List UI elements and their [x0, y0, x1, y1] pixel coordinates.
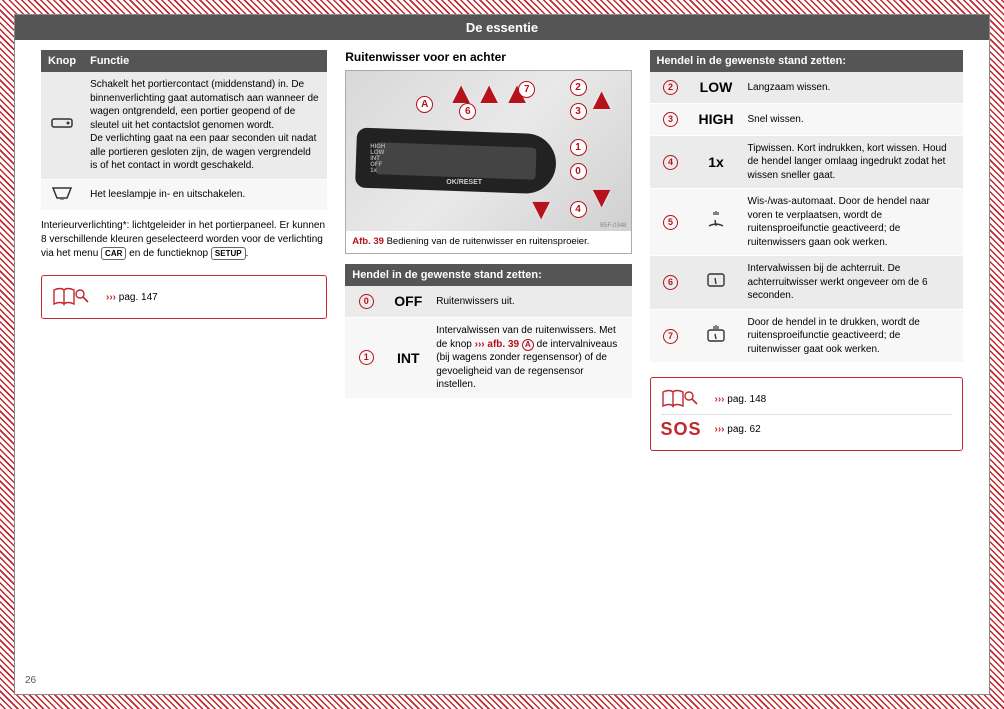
figure-image: HIGHLOWINTOFF1x OK/RESET ▲ ▲ ▲ ▲ ▼ ▼ A 6… [346, 71, 630, 231]
desc-low: Langzaam wissen. [741, 72, 964, 103]
desc-off: Ruitenwissers uit. [429, 286, 631, 317]
column-middle: Ruitenwisser voor en achter HIGHLOWINTOF… [345, 50, 631, 451]
interior-lighting-note: Interieurverlichting*: lichtgeleider in … [41, 219, 327, 261]
desc-1x: Tipwissen. Kort indrukken, kort wissen. … [741, 135, 964, 189]
book-icon [661, 388, 705, 410]
column-left: Knop Functie Schakelt het portiercontact… [41, 50, 327, 451]
pos-4: 4 [663, 155, 678, 170]
reading-light-desc: Het leeslampje in- en uitschakelen. [83, 179, 327, 211]
page-title: De essentie [15, 15, 989, 40]
wiper-section-title: Ruitenwisser voor en achter [345, 50, 631, 64]
pos-2: 2 [663, 80, 678, 95]
sym-off: OFF [394, 293, 422, 309]
sym-low: LOW [700, 79, 733, 95]
pos-5: 5 [663, 215, 678, 230]
rear-interval-icon [692, 256, 741, 310]
wash-icon [692, 189, 741, 256]
pos-3: 3 [663, 112, 678, 127]
desc-int: Intervalwissen van de ruitenwissers. Met… [429, 318, 631, 399]
wiper-table-1: Hendel in de gewenste stand zetten: 0 OF… [345, 264, 631, 398]
wiper-table2-header: Hendel in de gewenste stand zetten: [650, 50, 964, 72]
desc-rear-wash: Door de hendel in te drukken, wordt de r… [741, 309, 964, 363]
desc-high: Snel wissen. [741, 103, 964, 135]
fig-label-6: 6 [459, 103, 476, 120]
note-end: . [246, 248, 249, 259]
fig-code: B5F-0348 [600, 223, 626, 229]
fig-label-7: 7 [518, 81, 535, 98]
sym-int: INT [397, 350, 420, 366]
desc-wash: Wis-/was-automaat. Door de hendel naar v… [741, 189, 964, 256]
sym-1x: 1x [708, 154, 724, 170]
car-button: CAR [101, 247, 126, 260]
note-mid: en de functieknop [126, 248, 211, 259]
fig-label-4: 4 [570, 201, 587, 218]
sos-label: SOS [661, 419, 705, 440]
reference-box-2: ››› pag. 148 SOS ››› pag. 62 [650, 377, 964, 451]
th-functie: Functie [83, 50, 327, 72]
rear-wash-icon [692, 309, 741, 363]
page-number: 26 [25, 675, 36, 686]
reference-box-1: ››› pag. 147 [41, 275, 327, 319]
pos-0: 0 [359, 294, 374, 309]
button-function-table: Knop Functie Schakelt het portiercontact… [41, 50, 327, 211]
manual-page: De essentie Knop Functie Schakelt het po… [14, 14, 990, 695]
sym-high: HIGH [699, 111, 734, 127]
interior-light-icon [41, 72, 83, 179]
pos-7: 7 [663, 329, 678, 344]
ref-text: ››› pag. 147 [106, 292, 158, 303]
pos-6: 6 [663, 275, 678, 290]
wiper-table-header: Hendel in de gewenste stand zetten: [345, 264, 631, 286]
fig-label-1: 1 [570, 139, 587, 156]
column-right: Hendel in de gewenste stand zetten: 2 LO… [650, 50, 964, 451]
ref-62: ››› pag. 62 [715, 424, 761, 435]
figure-39: HIGHLOWINTOFF1x OK/RESET ▲ ▲ ▲ ▲ ▼ ▼ A 6… [345, 70, 631, 254]
wiper-table-2: Hendel in de gewenste stand zetten: 2 LO… [650, 50, 964, 363]
pos-1: 1 [359, 350, 374, 365]
fig-label-3: 3 [570, 103, 587, 120]
fig-label-A: A [416, 96, 433, 113]
reading-light-icon [41, 179, 83, 211]
columns: Knop Functie Schakelt het portiercontact… [41, 50, 963, 451]
setup-button: SETUP [211, 247, 246, 260]
desc-rear-int: Intervalwissen bij de achterruit. De ach… [741, 256, 964, 310]
th-knop: Knop [41, 50, 83, 72]
ref-148: ››› pag. 148 [715, 394, 767, 405]
interior-light-desc: Schakelt het portiercontact (middenstand… [83, 72, 327, 179]
book-icon [52, 286, 96, 308]
figure-caption: Afb. 39 Bediening van de ruitenwisser en… [346, 231, 630, 253]
fig-label-0: 0 [570, 163, 587, 180]
fig-label-2: 2 [570, 79, 587, 96]
